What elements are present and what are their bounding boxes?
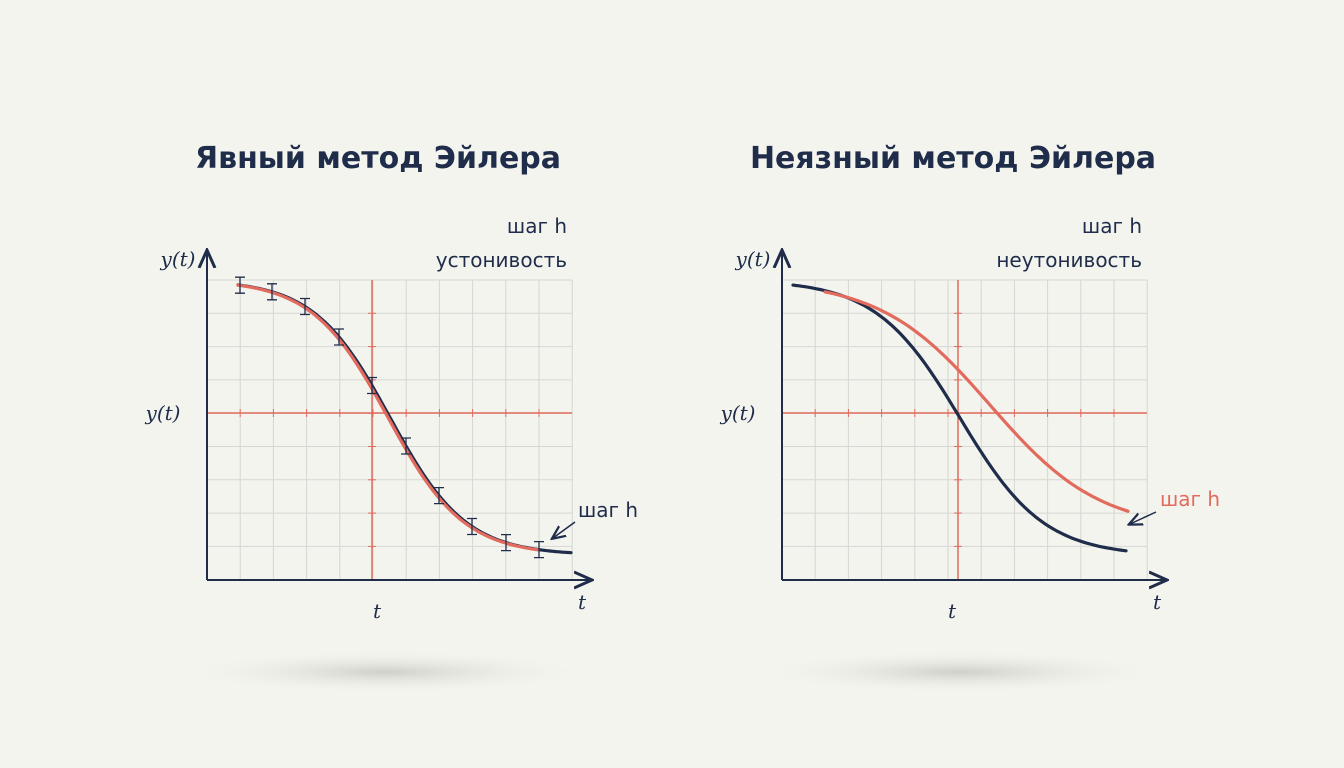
panel-title: Явный метод Эйлера <box>195 141 561 176</box>
error-bar <box>434 486 444 505</box>
stability-label: неутонивость <box>996 248 1142 272</box>
error-bar <box>235 276 245 294</box>
curve <box>236 283 540 552</box>
error-bar <box>467 517 477 536</box>
curve <box>236 283 573 555</box>
t-label: t <box>373 599 382 623</box>
y-axis-label: y(t) <box>735 247 771 271</box>
error-bar <box>367 376 377 395</box>
step-annotation: шаг h <box>578 498 638 522</box>
t-label: t <box>948 599 957 623</box>
y-axis-label: y(t) <box>145 401 181 425</box>
step-label: шаг h <box>1082 214 1142 238</box>
step-annotation: шаг h <box>1160 487 1220 511</box>
step-label: шаг h <box>507 214 567 238</box>
error-bar <box>267 283 277 301</box>
y-axis-label: y(t) <box>160 247 196 271</box>
curve <box>823 290 1130 513</box>
error-bar <box>334 328 344 346</box>
shadow <box>750 650 1170 694</box>
annotation-arrow <box>1130 511 1157 524</box>
error-bar <box>534 541 544 559</box>
t-axis-label: t <box>1153 590 1162 614</box>
shadow <box>175 650 595 694</box>
stability-label: устонивость <box>436 248 567 272</box>
error-bar <box>501 533 511 552</box>
y-axis-label: y(t) <box>720 401 756 425</box>
error-bar <box>300 297 310 316</box>
t-axis-label: t <box>578 590 587 614</box>
error-bar <box>401 437 411 455</box>
annotation-arrow <box>553 521 576 538</box>
panel-title: Неязный метод Эйлера <box>750 141 1156 176</box>
curve <box>791 283 1128 553</box>
